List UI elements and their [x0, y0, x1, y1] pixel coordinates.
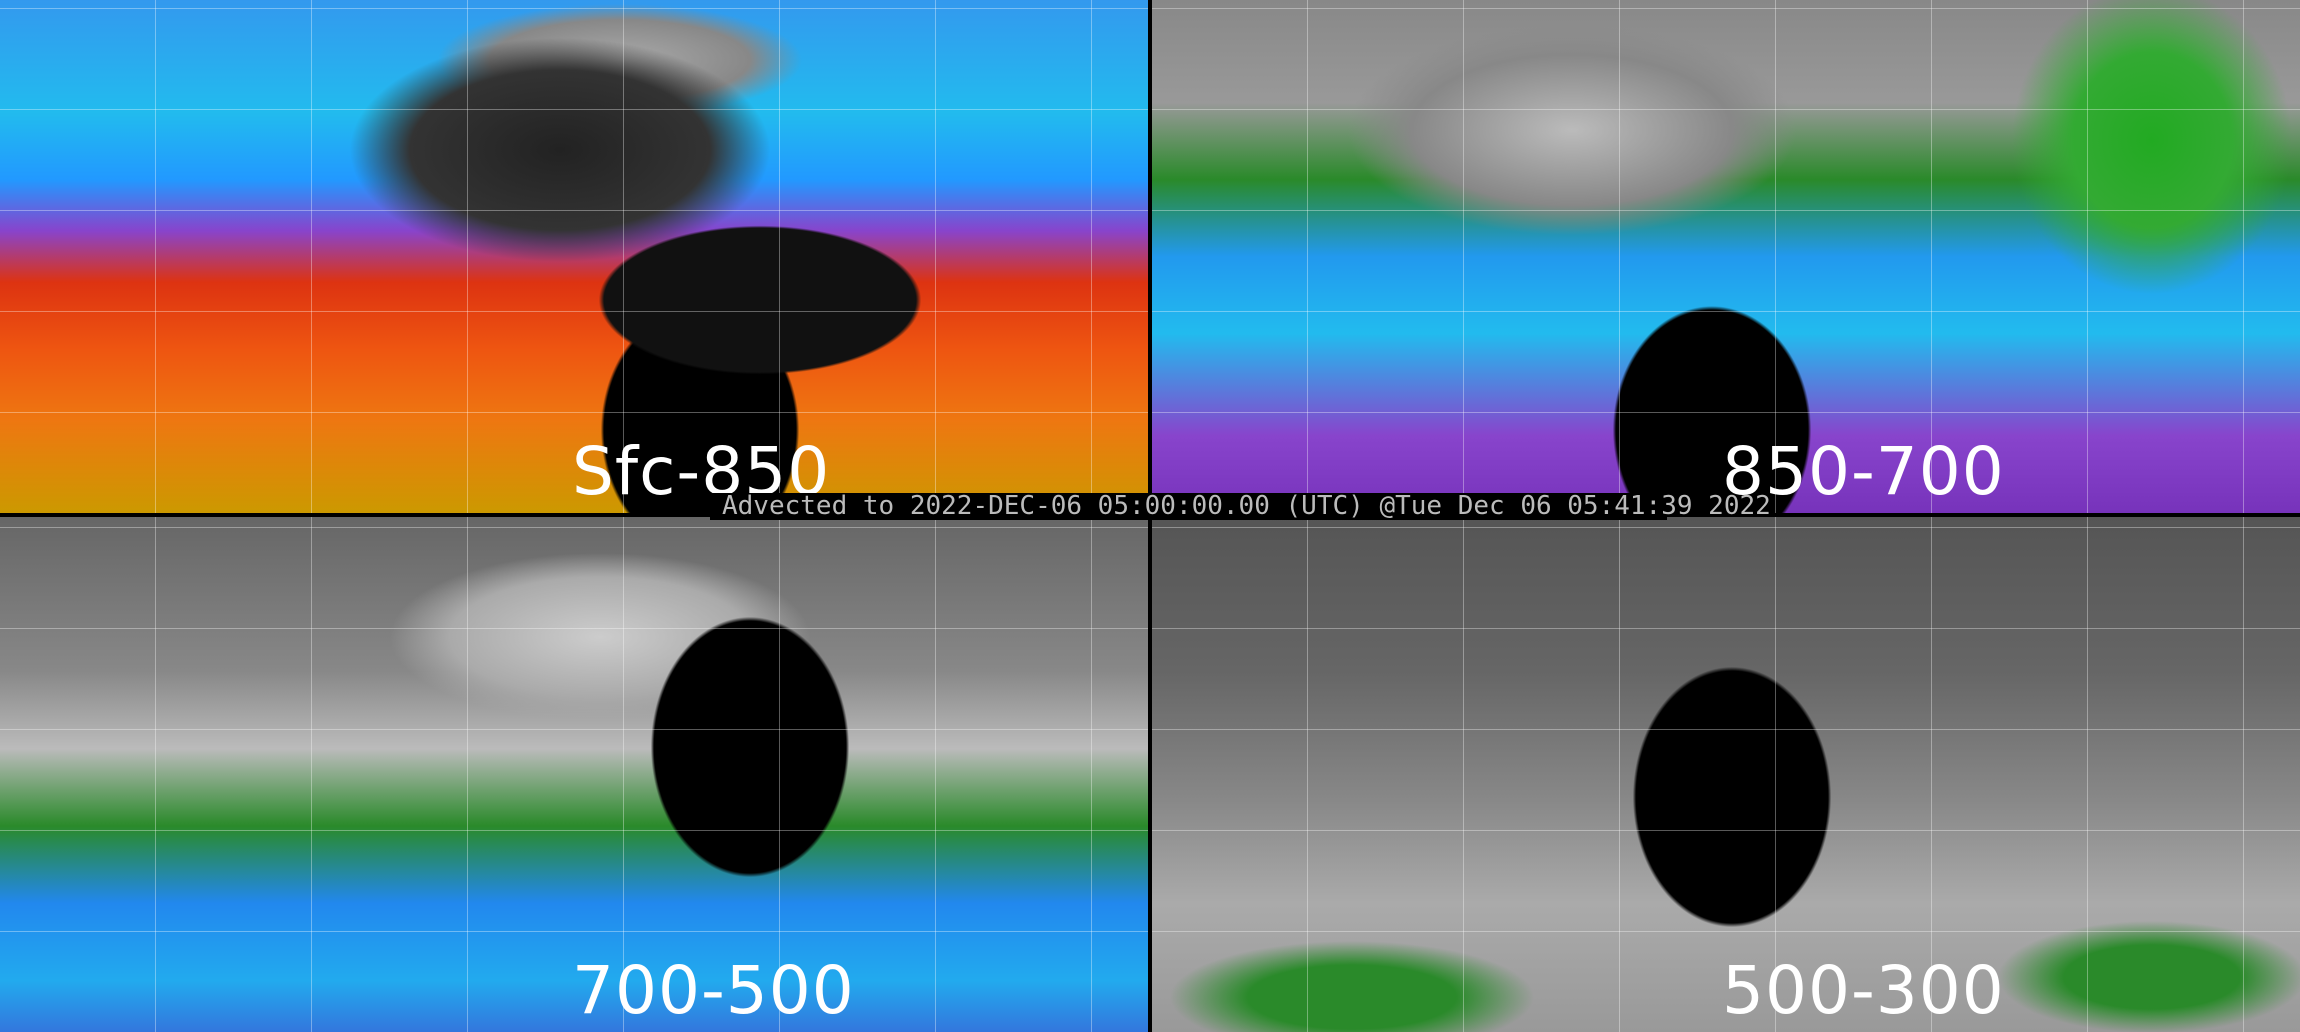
layer-label: 500-300 [1722, 952, 2005, 1029]
panel-850-700: 850-700 [1152, 0, 2300, 513]
timestamp-caption: Advected to 2022-DEC-06 05:00:00.00 (UTC… [710, 493, 1771, 520]
panel-500-300: 500-300 [1152, 517, 2300, 1032]
lat-lon-grid [0, 0, 1148, 513]
lat-lon-grid [1152, 517, 2300, 1032]
lat-lon-grid [1152, 0, 2300, 513]
panel-sfc-850: Sfc-850 [0, 0, 1148, 513]
layer-label: 850-700 [1722, 433, 2005, 510]
lat-lon-grid [0, 517, 1148, 1032]
layer-label: 700-500 [572, 952, 855, 1029]
panel-700-500: 700-500 [0, 517, 1148, 1032]
